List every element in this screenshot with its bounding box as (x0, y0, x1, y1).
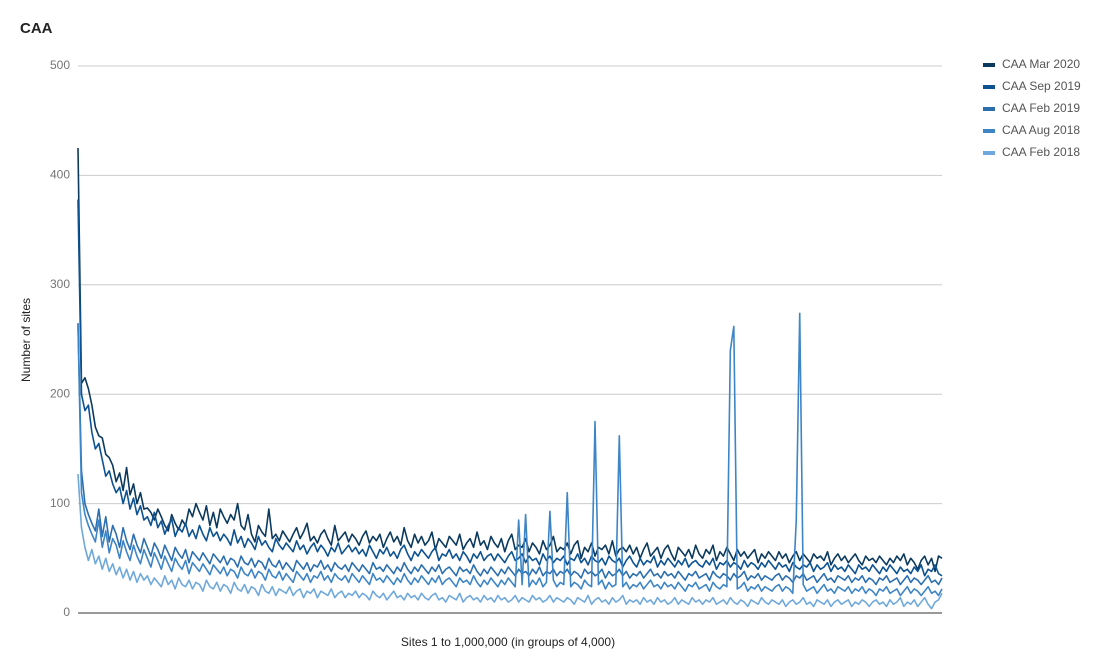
y-tick-label: 0 (63, 605, 70, 619)
y-tick-label: 200 (50, 386, 70, 400)
series-line (77, 474, 943, 610)
series-line (77, 148, 943, 573)
y-tick-label: 400 (50, 168, 70, 182)
series-line (77, 312, 943, 597)
y-tick-label: 500 (50, 58, 70, 72)
y-tick-label: 300 (50, 277, 70, 291)
y-axis-title: Number of sites (19, 298, 33, 382)
y-tick-label: 100 (50, 496, 70, 510)
x-axis-title: Sites 1 to 1,000,000 (in groups of 4,000… (401, 635, 615, 649)
legend-label: CAA Feb 2019 (1002, 101, 1080, 115)
legend-label: CAA Aug 2018 (1002, 123, 1080, 137)
chart-title: CAA (20, 20, 53, 37)
legend-label: CAA Mar 2020 (1002, 57, 1080, 71)
series-line (77, 323, 943, 586)
series-line (77, 199, 943, 577)
legend-label: CAA Feb 2018 (1002, 145, 1080, 159)
legend-label: CAA Sep 2019 (1002, 79, 1081, 93)
